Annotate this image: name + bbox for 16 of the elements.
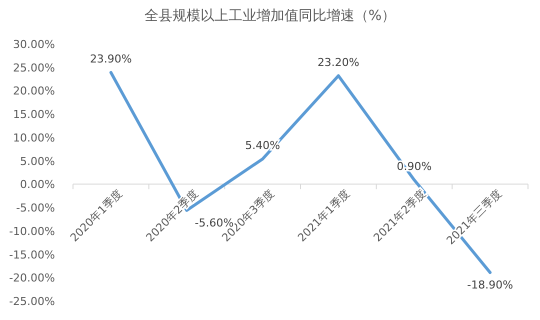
data-label: 23.90% — [90, 52, 132, 66]
data-label: -18.90% — [467, 278, 514, 292]
y-tick-label: -10.00% — [9, 224, 55, 238]
data-label: 23.20% — [317, 56, 360, 69]
chart-title: 全县规模以上工业增加值同比增速（%） — [144, 8, 396, 24]
y-tick-label: -15.00% — [9, 248, 55, 262]
y-tick-label: 5.00% — [20, 154, 55, 168]
y-tick-label: 0.00% — [20, 178, 55, 192]
y-tick-label: -5.00% — [16, 202, 55, 215]
y-tick-label: 25.00% — [13, 61, 55, 74]
y-tick-label: 10.00% — [13, 131, 55, 144]
y-tick-label: 30.00% — [13, 38, 55, 51]
y-tick-label: -20.00% — [9, 272, 55, 285]
y-tick-label: -25.00% — [9, 295, 55, 308]
y-tick-label: 20.00% — [13, 84, 55, 98]
y-tick-label: 15.00% — [13, 108, 55, 122]
